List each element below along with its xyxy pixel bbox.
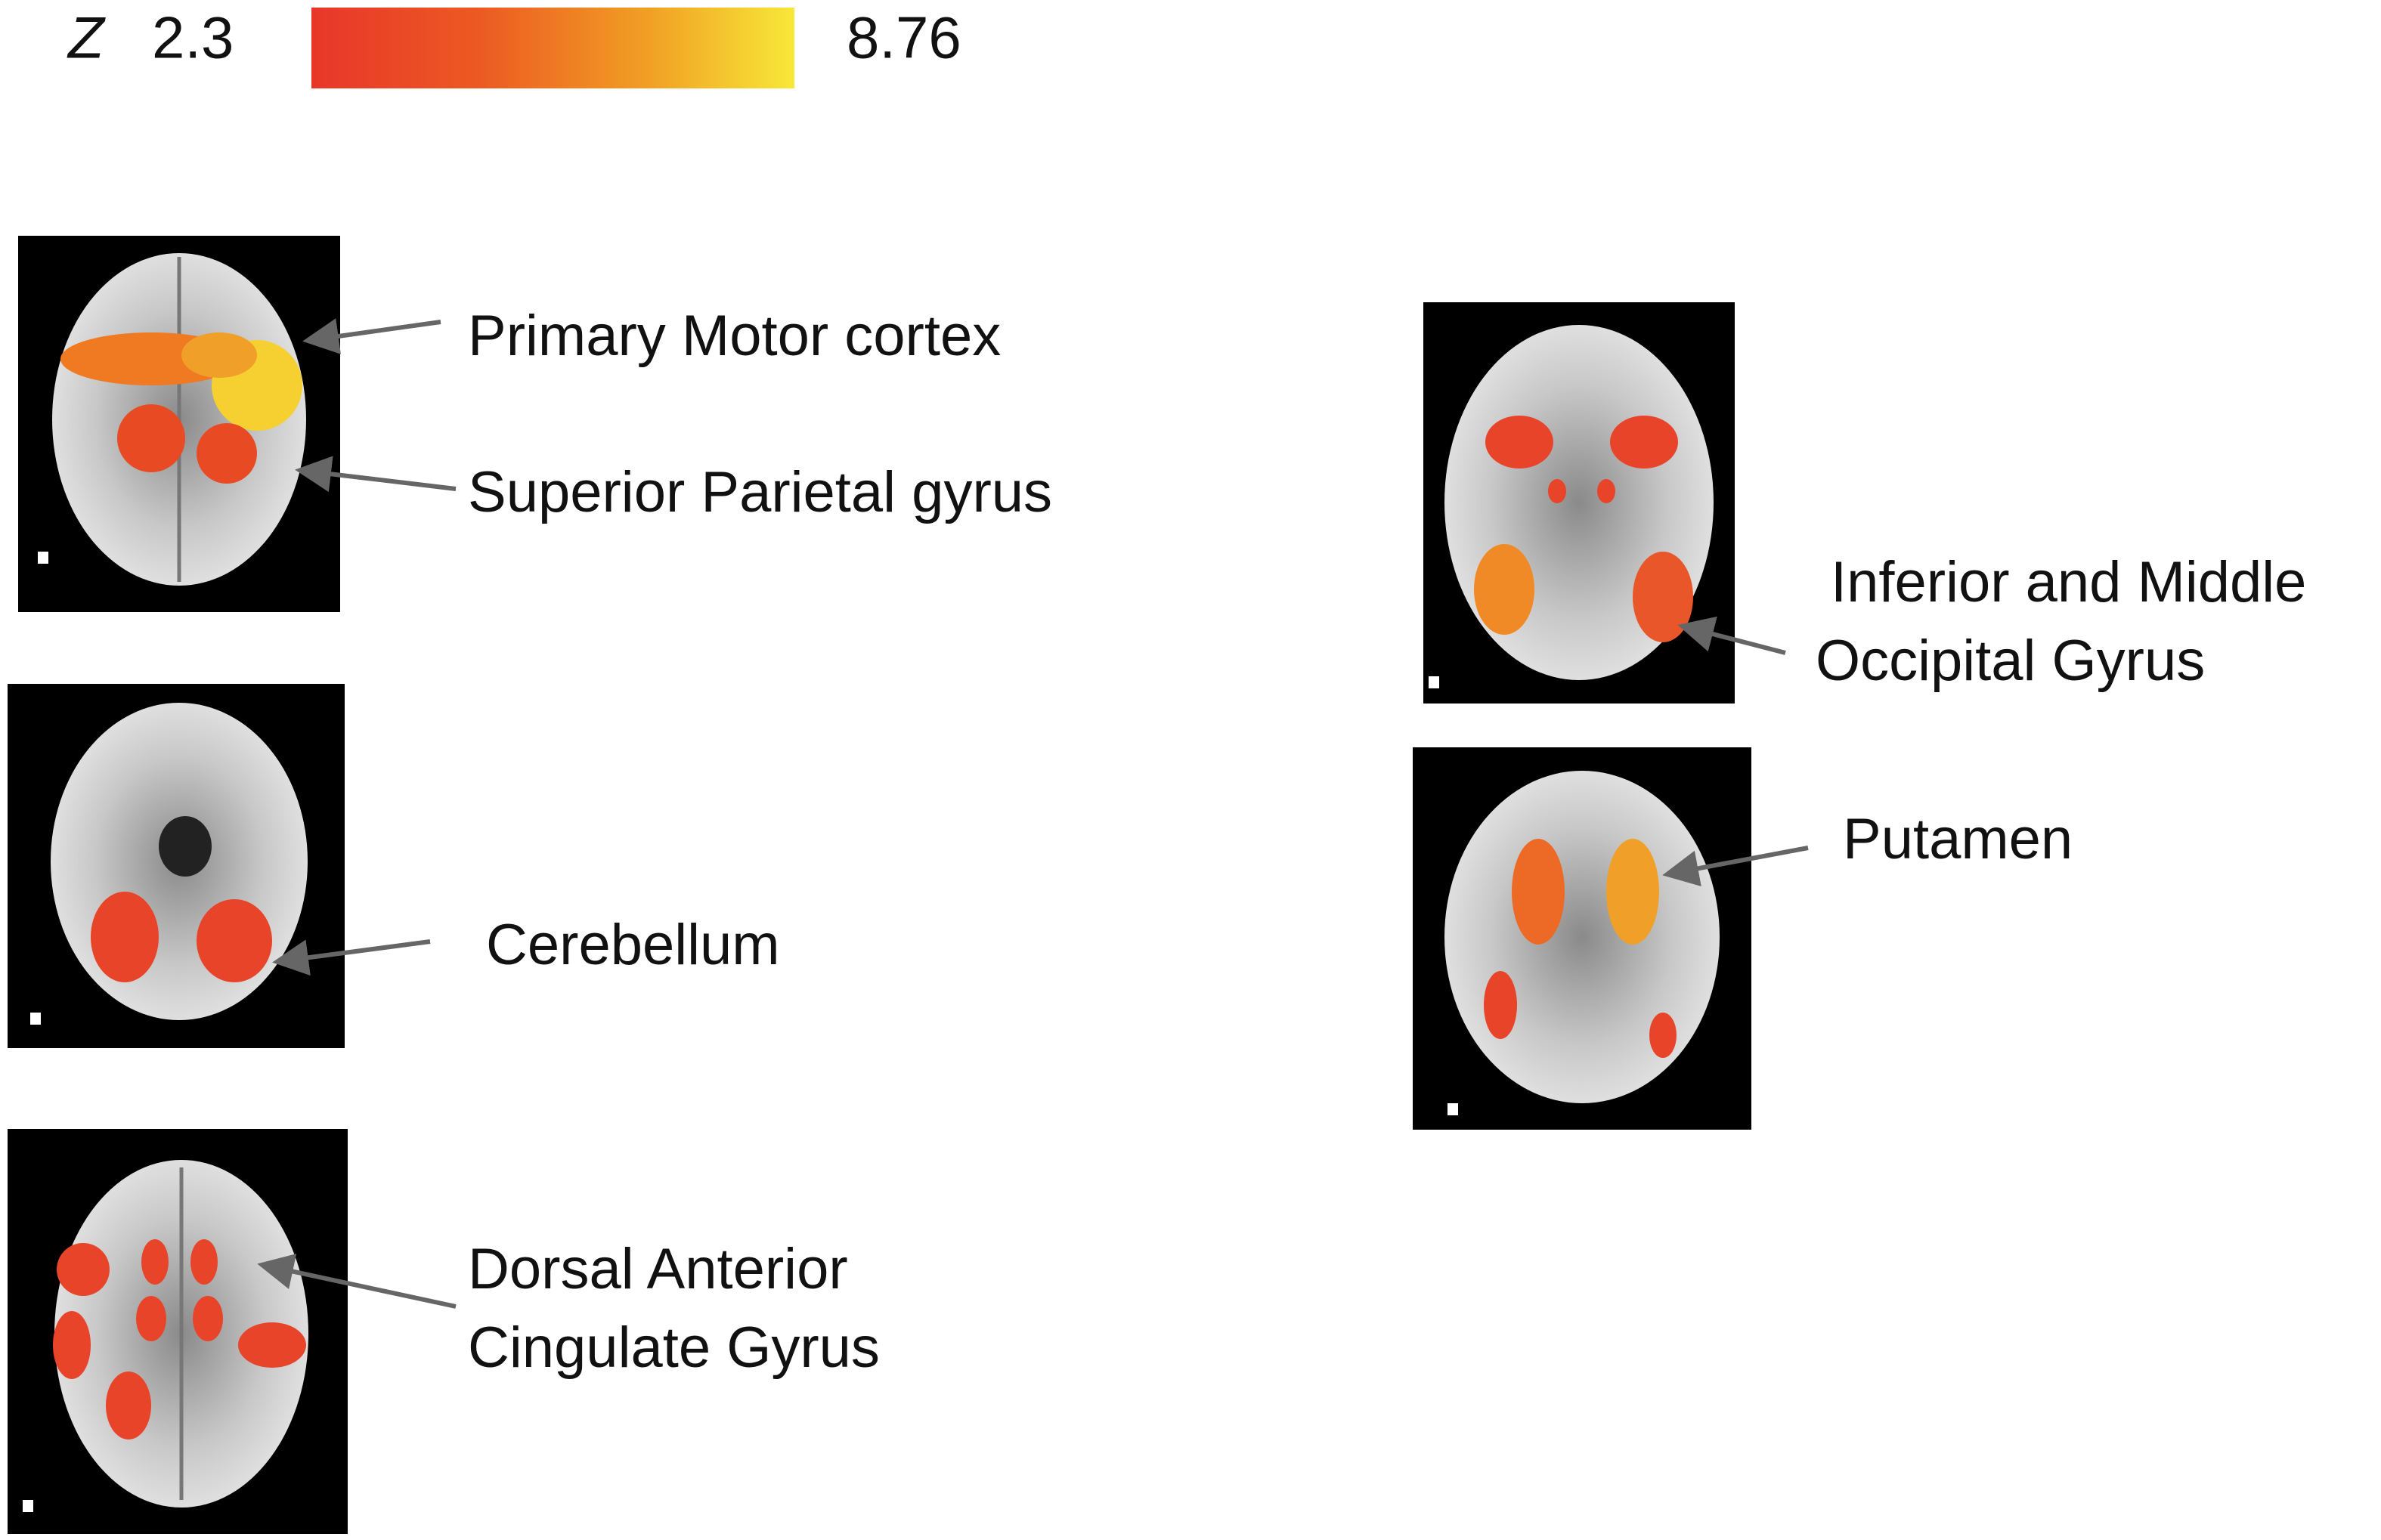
region-label: Cerebellum [486, 913, 780, 977]
region-label: Dorsal Anterior [468, 1237, 848, 1301]
region-label: Occipital Gyrus [1816, 629, 2205, 693]
colorbar-max: 8.76 [847, 5, 961, 71]
region-label: Primary Motor cortex [468, 304, 1001, 368]
brain-panel [18, 236, 340, 612]
colorbar-label: Z [67, 5, 106, 71]
brain-panel [8, 1129, 348, 1534]
region-label: Inferior and Middle [1831, 550, 2306, 614]
colorbar-min: 2.3 [152, 5, 234, 71]
region-label: Superior Parietal gyrus [468, 460, 1052, 524]
region-label: Putamen [1843, 807, 2073, 871]
brain-panel [1423, 302, 1735, 704]
brain-panel [1413, 747, 1751, 1130]
colorbar [311, 8, 794, 88]
region-label: Cingulate Gyrus [468, 1316, 880, 1380]
brain-panel [8, 684, 345, 1048]
